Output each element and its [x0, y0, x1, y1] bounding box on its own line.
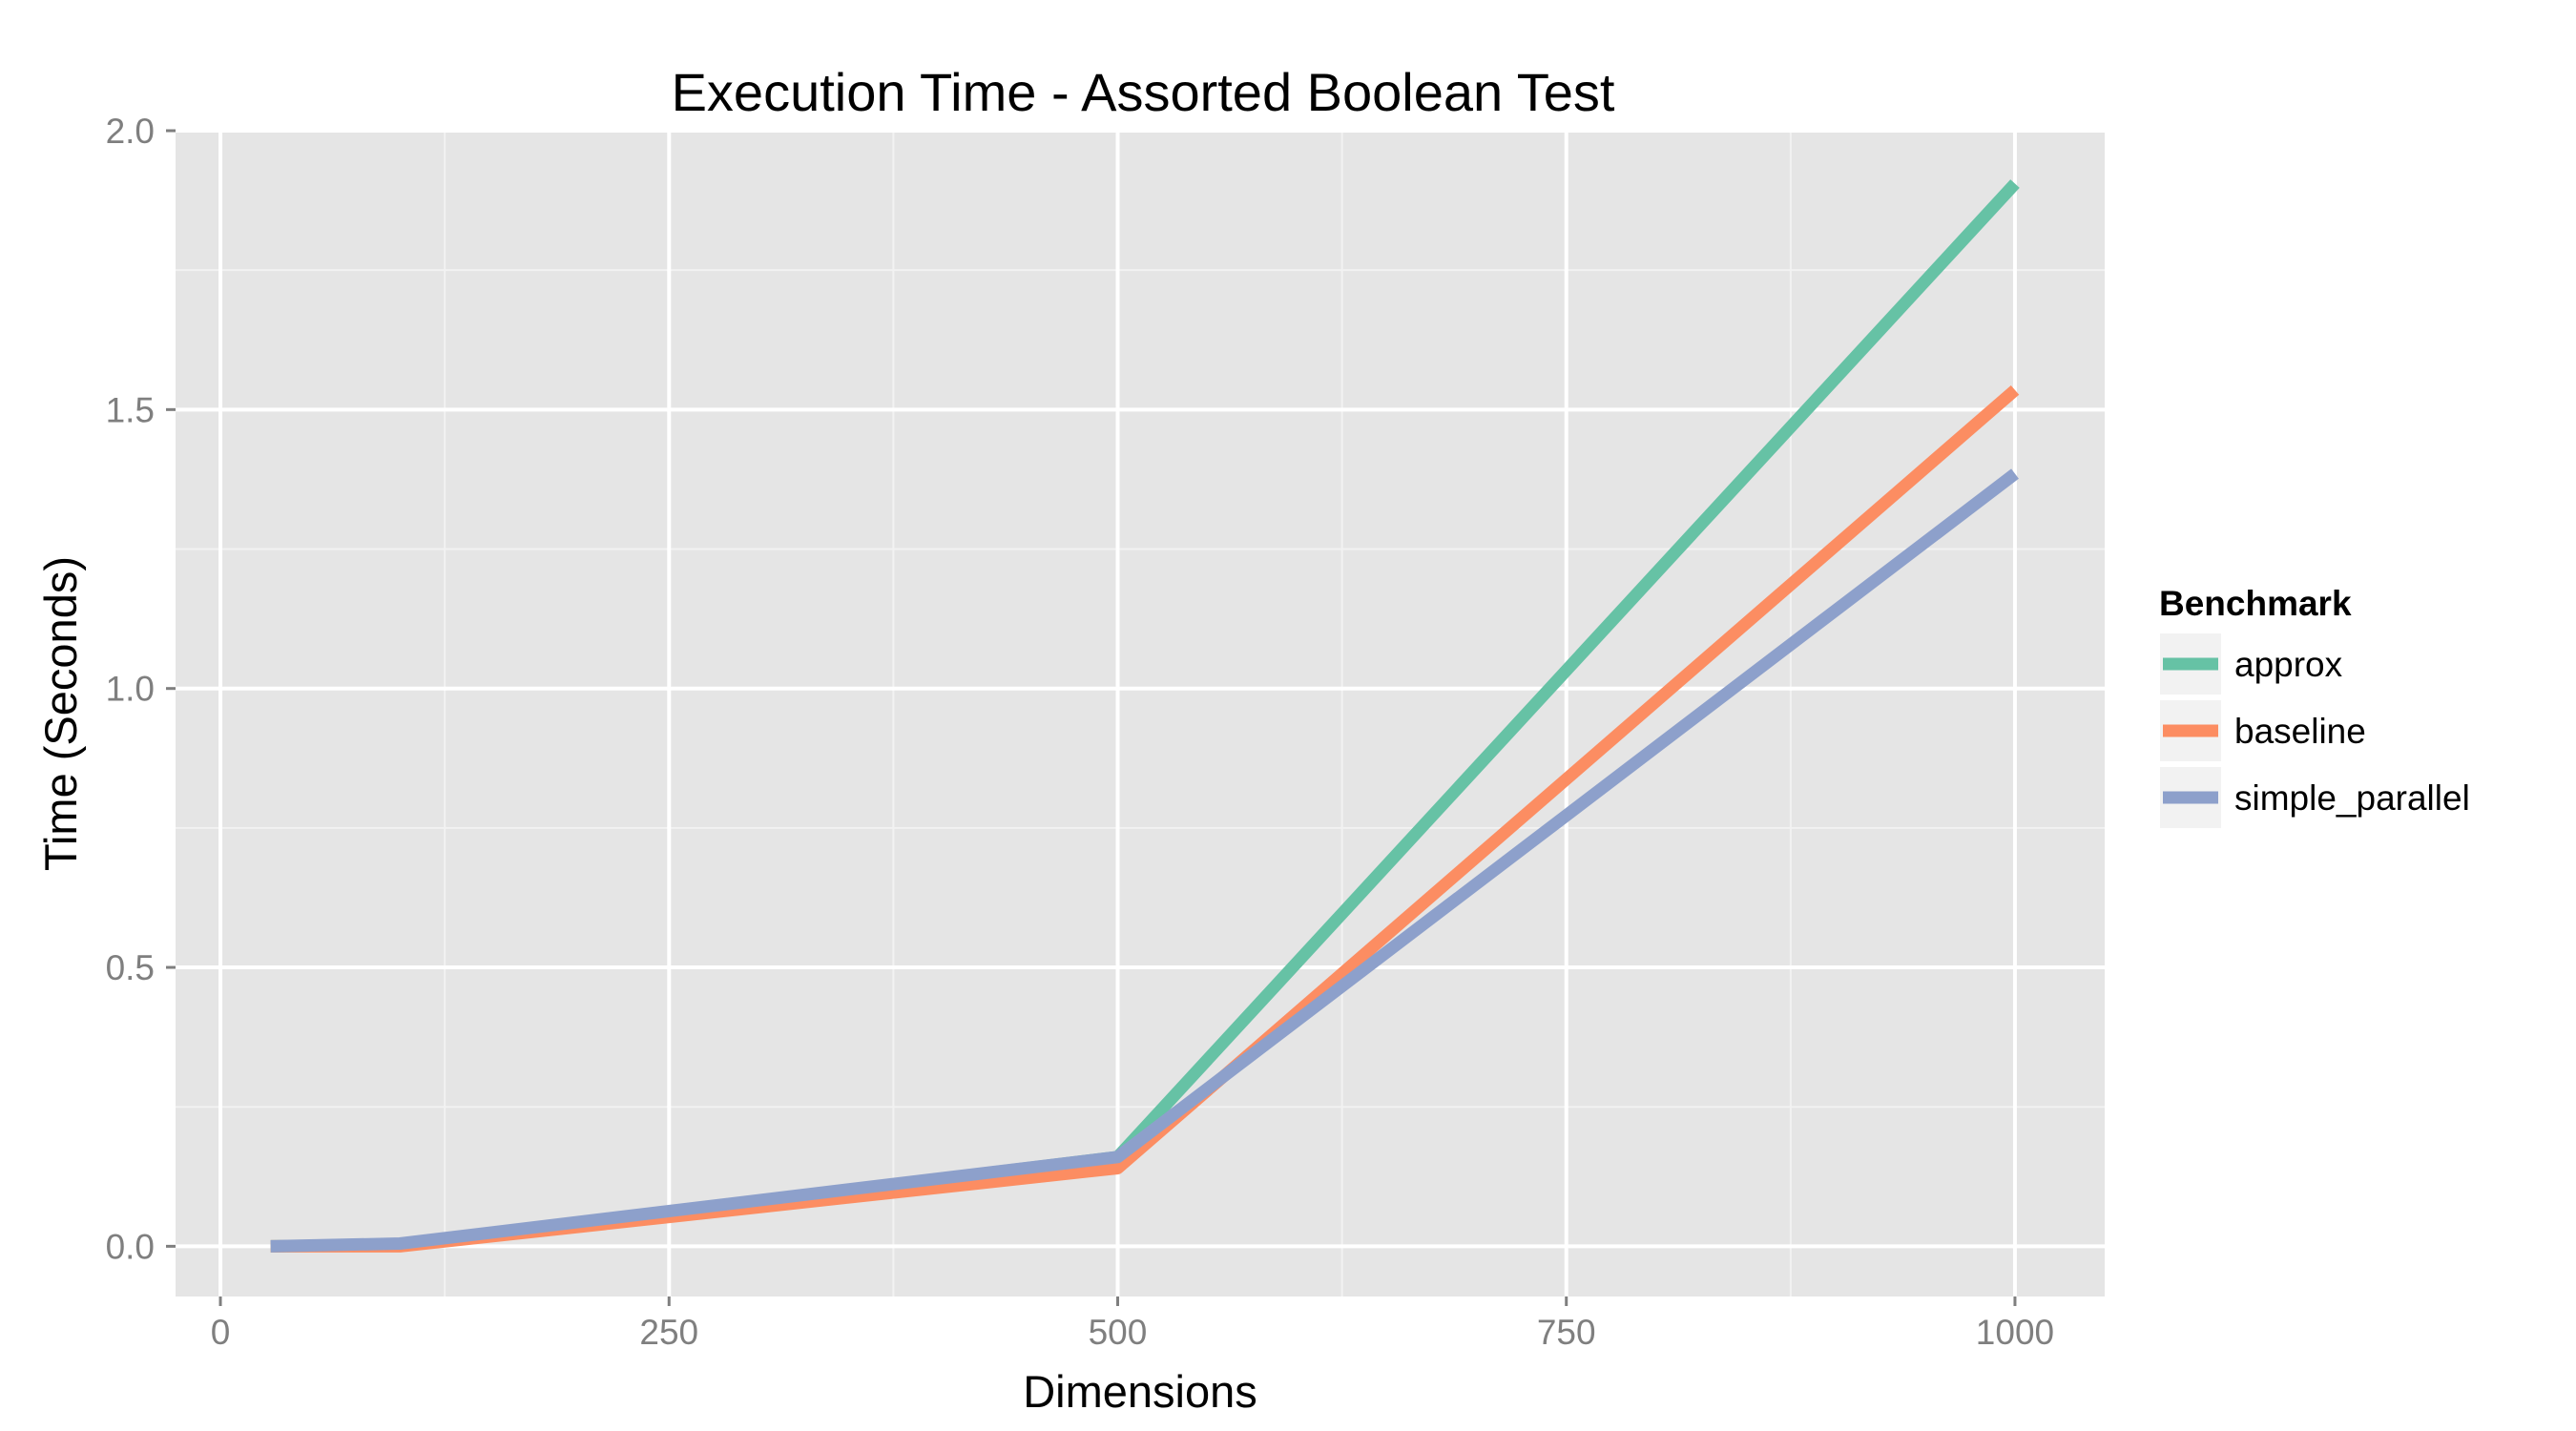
legend-label-approx: approx — [2234, 645, 2343, 684]
series-line-simple_parallel — [270, 468, 2019, 1253]
y-tick-label: 0.5 — [106, 948, 155, 987]
y-axis-title: Time (Seconds) — [35, 556, 86, 871]
plot-panel — [176, 131, 2105, 1296]
x-tick-label: 750 — [1537, 1313, 1596, 1352]
y-tick-label: 1.0 — [106, 670, 155, 709]
legend-label-baseline: baseline — [2234, 712, 2366, 751]
x-tick-label: 250 — [639, 1313, 698, 1352]
x-tick-label: 1000 — [1976, 1313, 2054, 1352]
y-axis: 0.0 0.5 1.0 1.5 2.0 — [106, 112, 176, 1266]
x-axis-title: Dimensions — [1023, 1366, 1257, 1417]
x-axis: 0 250 500 750 1000 — [211, 1296, 2054, 1352]
y-tick-label: 0.0 — [106, 1227, 155, 1266]
legend-title: Benchmark — [2159, 584, 2352, 623]
x-tick-label: 0 — [211, 1313, 231, 1352]
legend-items: approx baseline simple_parallel — [2158, 632, 2470, 830]
y-tick-label: 2.0 — [106, 112, 155, 151]
grid-minor — [176, 131, 2105, 1296]
series-lines — [270, 179, 2020, 1253]
grid-major — [176, 129, 2105, 1296]
legend-label-simple_parallel: simple_parallel — [2234, 778, 2470, 818]
x-tick-label: 500 — [1089, 1313, 1148, 1352]
y-tick-label: 1.5 — [106, 390, 155, 429]
legend: Benchmark approx baseline simple_parallel — [2158, 584, 2470, 830]
chart-title: Execution Time - Assorted Boolean Test — [672, 62, 1615, 122]
